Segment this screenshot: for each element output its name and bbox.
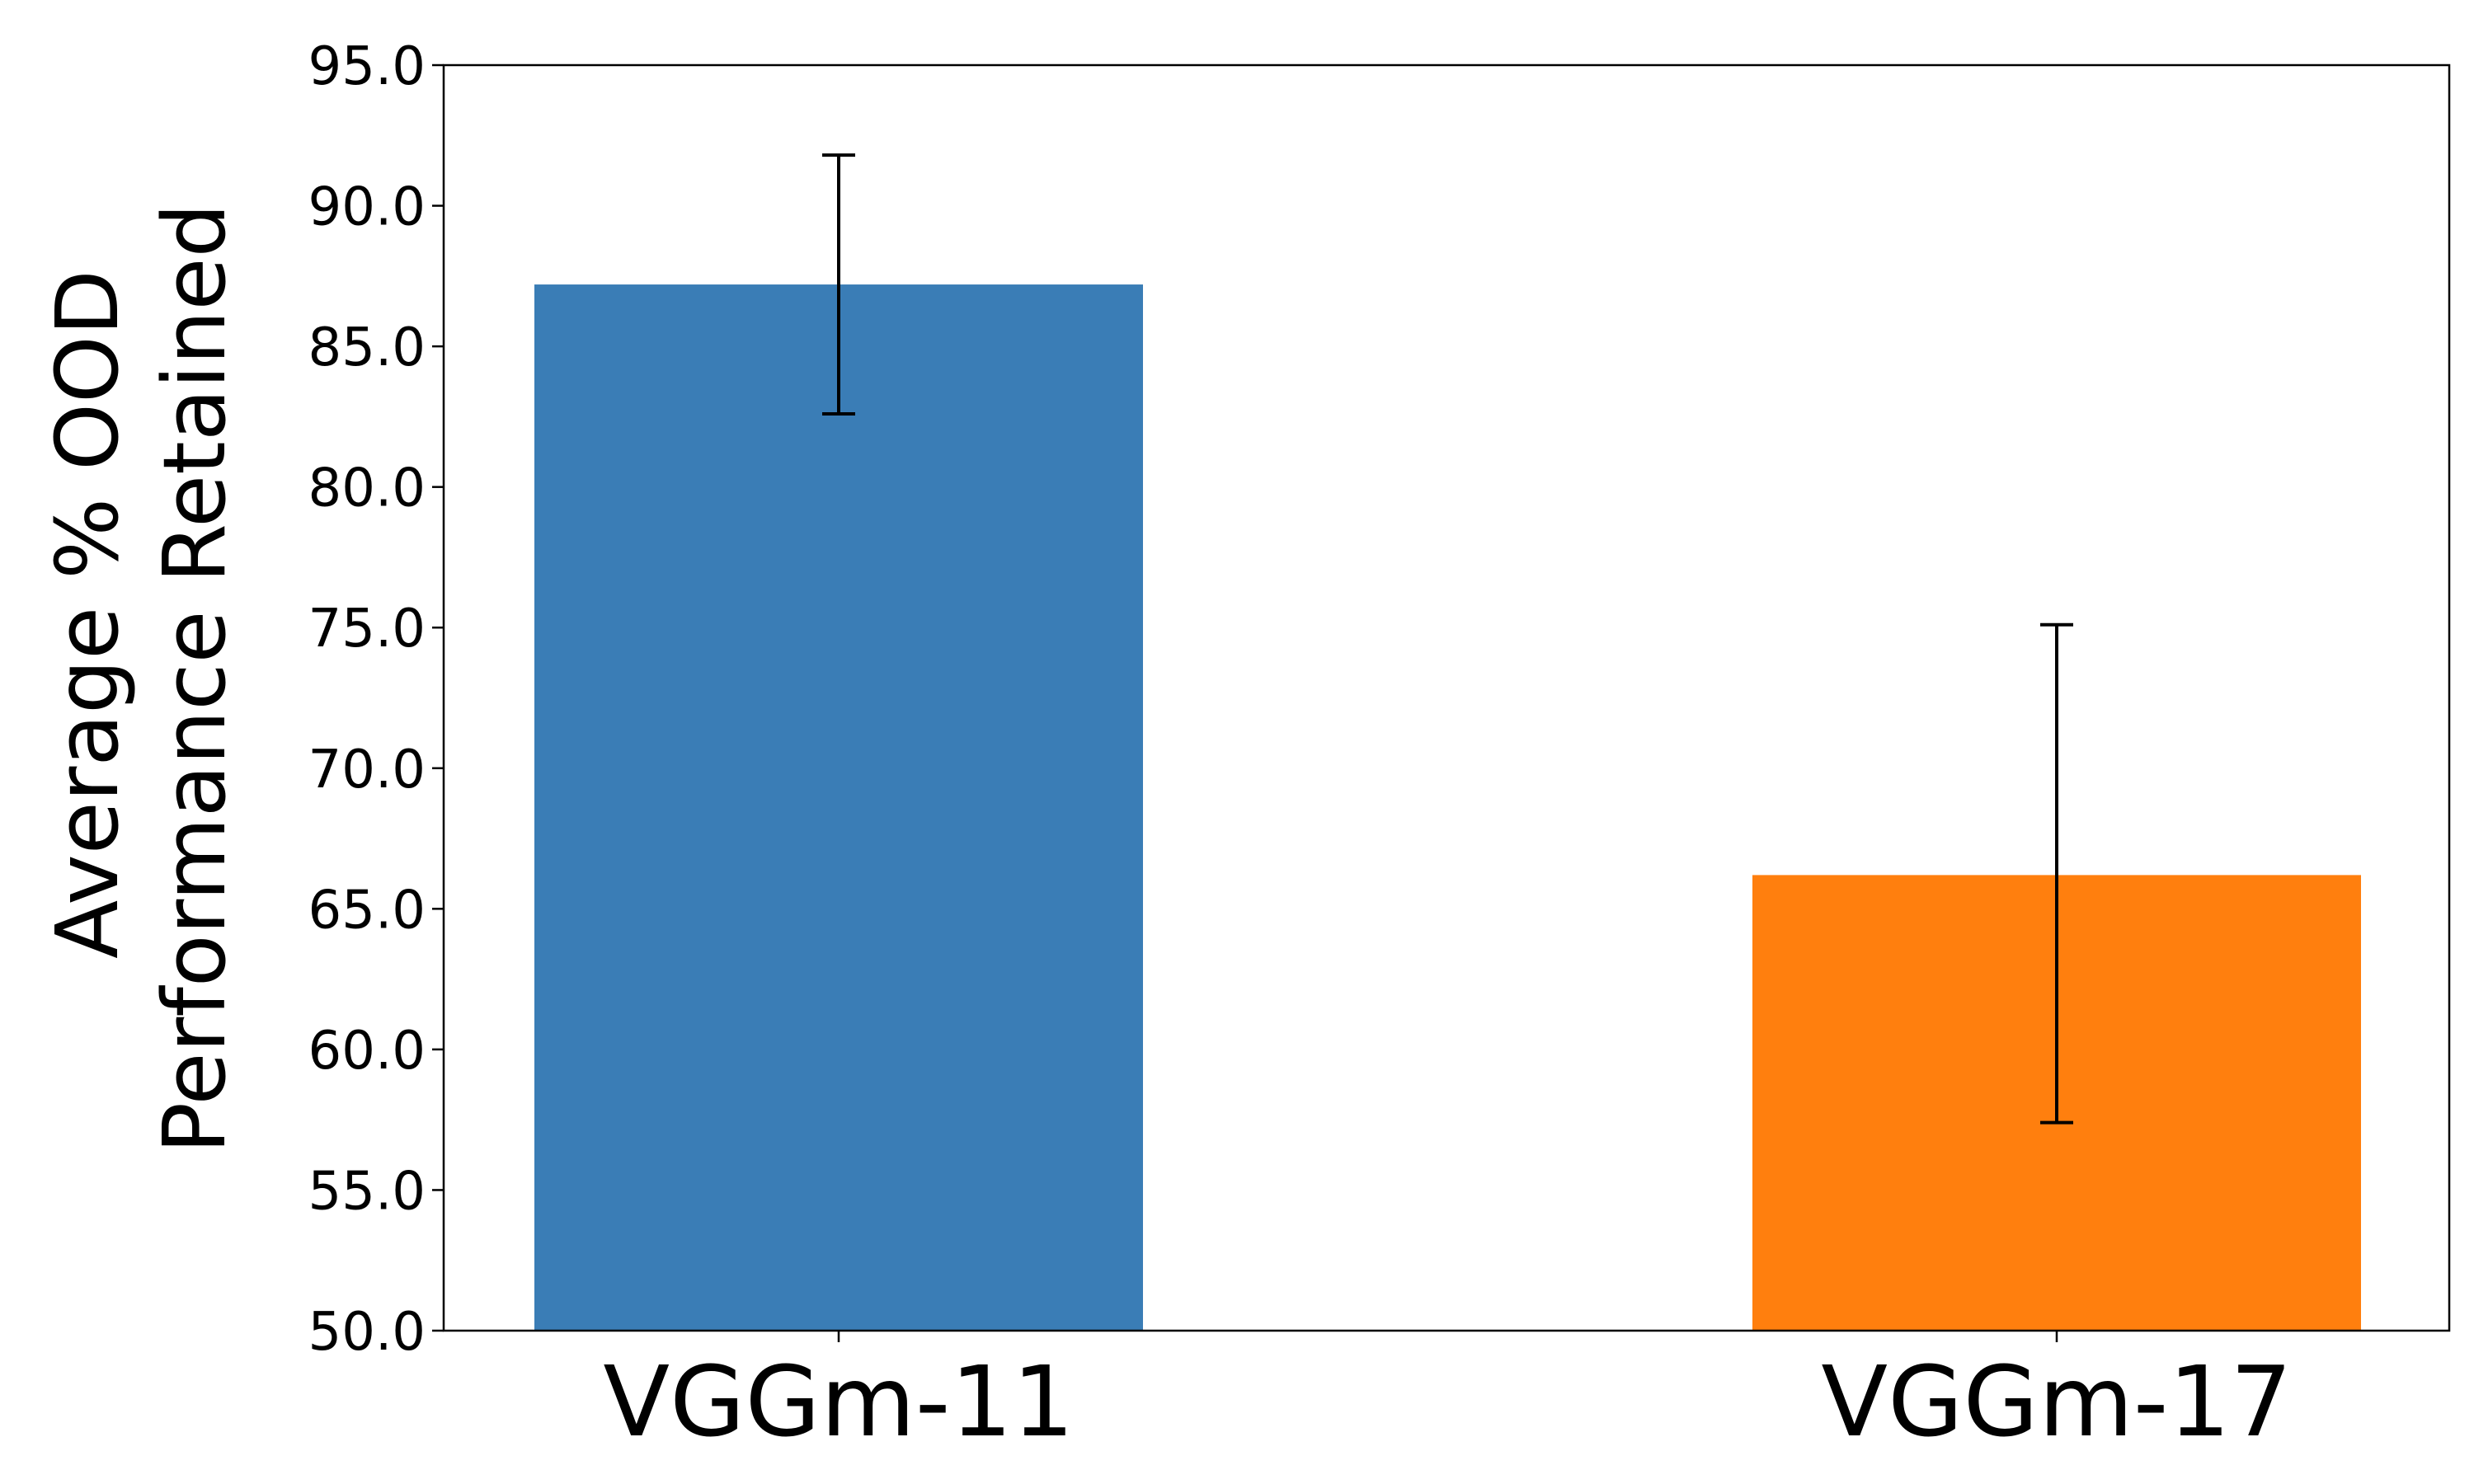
bars	[534, 284, 2361, 1331]
y-tick-label: 70.0	[308, 740, 426, 801]
x-tick-label-vggm-17: VGGm-17	[1821, 1345, 2292, 1458]
y-axis-label: Average % OOD Performance Retained	[37, 204, 245, 1154]
error-bars	[822, 153, 2073, 1125]
y-tick-label: 75.0	[308, 599, 426, 660]
y-tick-label: 55.0	[308, 1161, 426, 1222]
y-tick-label: 95.0	[308, 36, 426, 97]
y-tick-label: 60.0	[308, 1021, 426, 1082]
x-tick-label-vggm-11: VGGm-11	[603, 1345, 1074, 1458]
x-axis-ticks: VGGm-11 VGGm-17	[603, 1331, 2293, 1458]
y-axis-label-line-2: Performance Retained	[144, 204, 245, 1154]
y-axis-label-line-1: Average % OOD	[37, 270, 138, 959]
y-tick-label: 80.0	[308, 458, 426, 519]
plot-frame	[442, 63, 2451, 1332]
bar-vggm-11	[534, 284, 1143, 1331]
error-bar-vggm-17	[2040, 622, 2073, 1125]
y-tick-label: 85.0	[308, 317, 426, 378]
y-axis-ticks: 50.0 55.0 60.0 65.0 70.0 75.0 80.0 85.0 90.0 95.0	[308, 36, 444, 1363]
y-tick-label: 50.0	[308, 1302, 426, 1363]
y-tick-label: 65.0	[308, 880, 426, 941]
error-bar-vggm-11	[822, 153, 855, 416]
y-tick-label: 90.0	[308, 177, 426, 238]
